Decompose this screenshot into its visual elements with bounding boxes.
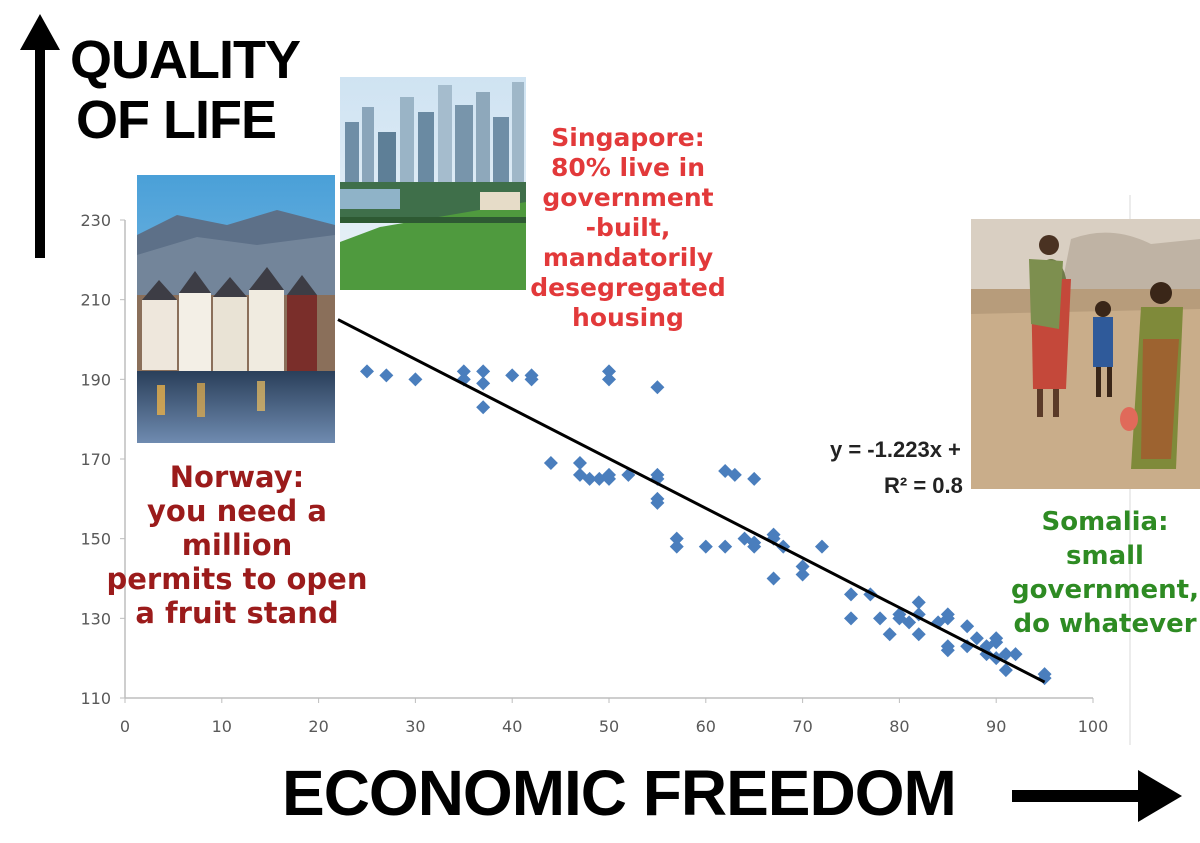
- singapore-caption-line: mandatorily: [542, 243, 714, 272]
- data-point: [882, 627, 897, 642]
- data-point: [989, 635, 1004, 650]
- x-tick-label: 90: [986, 717, 1006, 736]
- norway-caption-line: a fruit stand: [135, 596, 339, 630]
- singapore-caption-line: government: [542, 183, 714, 212]
- y-tick-label: 210: [80, 291, 111, 310]
- data-point: [698, 539, 713, 554]
- x-tick-label: 100: [1078, 717, 1109, 736]
- norway-caption: Norway: you need a million permits to op…: [106, 460, 368, 630]
- x-axis-arrow-icon: [1012, 770, 1182, 822]
- x-tick-label: 60: [696, 717, 716, 736]
- y-axis-title-line1: QUALITY: [70, 30, 301, 90]
- data-point: [476, 400, 491, 415]
- data-point: [911, 627, 926, 642]
- norway-caption-line: Norway:: [169, 460, 305, 494]
- data-point: [844, 587, 858, 602]
- data-point: [795, 567, 810, 582]
- singapore-caption-line: -built,: [585, 213, 671, 242]
- data-point: [543, 455, 558, 470]
- data-point: [960, 619, 975, 634]
- data-point: [456, 364, 471, 379]
- data-point: [360, 364, 374, 379]
- norway-caption-line: permits to open: [106, 562, 368, 596]
- somalia-caption: Somalia: small government, do whatever: [1010, 505, 1200, 641]
- data-point: [602, 364, 616, 379]
- data-point: [795, 559, 810, 574]
- singapore-caption-line: housing: [572, 303, 684, 332]
- data-point: [940, 643, 955, 658]
- x-tick-label: 20: [308, 717, 328, 736]
- data-point: [727, 467, 742, 482]
- data-point: [747, 471, 762, 486]
- x-axis-title: ECONOMIC FREEDOM: [282, 757, 957, 829]
- data-point: [602, 471, 616, 486]
- data-point: [998, 663, 1013, 678]
- norway-caption-line: million: [181, 528, 293, 562]
- data-point: [582, 471, 597, 486]
- x-tick-label: 50: [599, 717, 619, 736]
- singapore-photo: [340, 77, 526, 290]
- x-tick-label: 30: [405, 717, 425, 736]
- data-point: [902, 615, 917, 630]
- x-tick-label: 0: [120, 717, 130, 736]
- norway-photo: [137, 175, 335, 443]
- data-point: [969, 631, 984, 646]
- y-tick-label: 150: [80, 530, 111, 549]
- somalia-caption-line: small: [1066, 541, 1144, 571]
- x-tick-label: 40: [502, 717, 522, 736]
- data-point: [650, 380, 665, 395]
- data-point: [998, 647, 1013, 662]
- singapore-caption: Singapore: 80% live in government -built…: [528, 123, 728, 333]
- data-point: [940, 611, 955, 626]
- y-axis-title-line2: OF LIFE: [76, 90, 277, 150]
- regression-equation: y = -1.223x +: [830, 437, 961, 462]
- data-point: [476, 376, 491, 391]
- somalia-caption-line: government,: [1011, 575, 1199, 605]
- data-point: [844, 611, 858, 626]
- data-point: [873, 611, 888, 626]
- somalia-caption-line: do whatever: [1013, 609, 1197, 639]
- norway-caption-line: you need a: [147, 494, 327, 528]
- data-point: [814, 539, 829, 554]
- data-point: [476, 364, 491, 379]
- data-point: [505, 368, 520, 383]
- data-point: [747, 539, 762, 554]
- data-point: [572, 455, 587, 470]
- x-tick-label: 10: [212, 717, 232, 736]
- y-tick-label: 130: [80, 609, 111, 628]
- data-point: [650, 495, 665, 510]
- data-point: [669, 539, 684, 554]
- y-tick-label: 110: [80, 689, 111, 708]
- y-tick-label: 230: [80, 211, 111, 230]
- data-point: [524, 372, 539, 387]
- somalia-caption-line: Somalia:: [1041, 507, 1169, 537]
- x-tick-label: 70: [792, 717, 812, 736]
- data-point: [766, 571, 781, 586]
- trendline: [337, 318, 1046, 684]
- data-point: [718, 539, 733, 554]
- data-point: [602, 372, 616, 387]
- singapore-caption-line: Singapore:: [551, 123, 705, 152]
- data-point: [379, 368, 394, 383]
- y-tick-label: 190: [80, 370, 111, 389]
- singapore-caption-line: 80% live in: [550, 153, 705, 182]
- data-point: [1008, 647, 1023, 662]
- somalia-photo: [971, 219, 1200, 489]
- y-tick-label: 170: [80, 450, 111, 469]
- data-point: [669, 531, 684, 546]
- data-point: [408, 372, 423, 387]
- x-tick-label: 80: [889, 717, 909, 736]
- r-squared-label: R² = 0.8: [884, 473, 963, 498]
- singapore-caption-line: desegregated: [530, 273, 726, 302]
- data-point: [911, 595, 926, 610]
- y-axis-arrow-icon: [20, 14, 60, 258]
